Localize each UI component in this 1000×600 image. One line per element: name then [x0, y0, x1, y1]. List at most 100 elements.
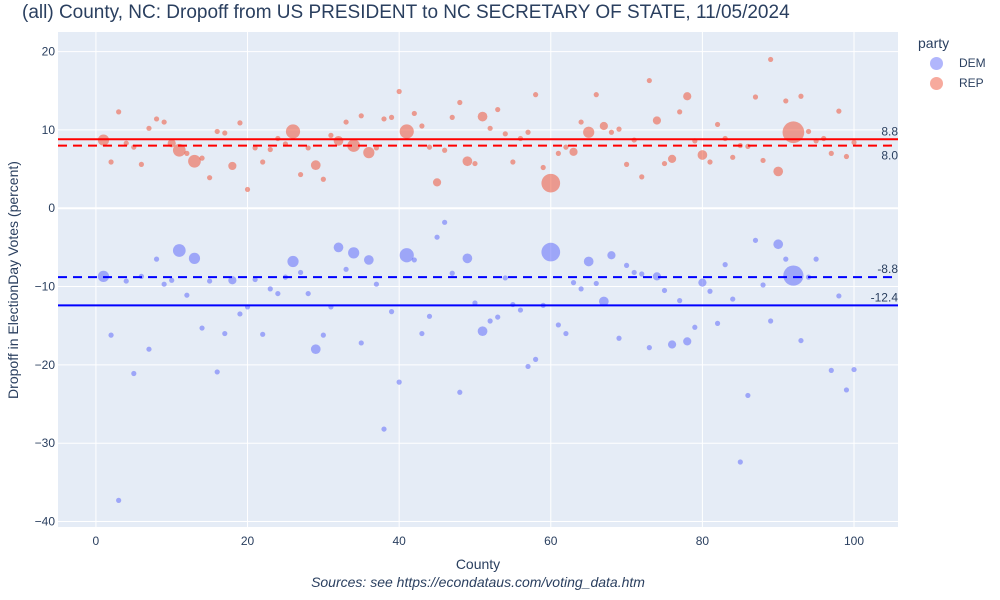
rep-point[interactable]	[228, 161, 237, 171]
dem-point[interactable]	[116, 497, 122, 503]
dem-point[interactable]	[623, 262, 630, 269]
rep-point[interactable]	[305, 145, 311, 151]
dem-point[interactable]	[310, 344, 321, 355]
dem-point[interactable]	[267, 286, 273, 292]
rep-point[interactable]	[677, 109, 683, 115]
rep-point[interactable]	[108, 159, 114, 165]
rep-point[interactable]	[153, 116, 160, 122]
rep-point[interactable]	[381, 116, 387, 122]
dem-point[interactable]	[495, 314, 501, 320]
rep-point[interactable]	[426, 144, 433, 150]
rep-point[interactable]	[462, 156, 473, 167]
dem-point[interactable]	[563, 330, 569, 337]
dem-point[interactable]	[222, 330, 228, 337]
rep-point[interactable]	[828, 150, 834, 157]
rep-point[interactable]	[502, 131, 508, 137]
dem-point[interactable]	[583, 256, 594, 267]
rep-point[interactable]	[363, 147, 375, 159]
rep-point[interactable]	[161, 119, 167, 125]
dem-point[interactable]	[661, 287, 668, 294]
rep-point[interactable]	[172, 143, 186, 157]
rep-point[interactable]	[563, 144, 569, 150]
dem-point[interactable]	[188, 252, 201, 264]
rep-point[interactable]	[184, 150, 190, 157]
dem-point[interactable]	[616, 335, 622, 341]
rep-point[interactable]	[760, 157, 766, 164]
dem-point[interactable]	[373, 281, 380, 287]
legend-item-dem[interactable]: DEM	[930, 56, 986, 70]
dem-point[interactable]	[607, 251, 616, 260]
dem-point[interactable]	[457, 389, 463, 395]
rep-point[interactable]	[540, 164, 546, 171]
rep-point[interactable]	[583, 126, 595, 138]
rep-point[interactable]	[297, 171, 304, 178]
dem-point[interactable]	[411, 257, 417, 263]
dem-point[interactable]	[502, 275, 508, 281]
rep-point[interactable]	[714, 121, 721, 128]
dem-point[interactable]	[828, 367, 834, 373]
dem-point[interactable]	[358, 340, 364, 346]
dem-point[interactable]	[593, 280, 599, 287]
rep-point[interactable]	[667, 154, 677, 163]
dem-point[interactable]	[123, 278, 129, 284]
rep-point[interactable]	[222, 130, 228, 136]
dem-point[interactable]	[442, 219, 448, 225]
rep-point[interactable]	[798, 93, 804, 99]
rep-point[interactable]	[244, 186, 251, 193]
rep-point[interactable]	[661, 160, 668, 167]
rep-point[interactable]	[411, 110, 417, 117]
rep-point[interactable]	[487, 125, 493, 131]
dem-point[interactable]	[343, 266, 349, 272]
dem-point[interactable]	[161, 281, 167, 287]
dem-point[interactable]	[426, 313, 433, 319]
dem-point[interactable]	[108, 332, 114, 338]
rep-point[interactable]	[510, 159, 516, 165]
dem-point[interactable]	[252, 276, 258, 283]
dem-point[interactable]	[798, 337, 804, 344]
dem-point[interactable]	[184, 292, 190, 298]
dem-point[interactable]	[768, 318, 774, 324]
dem-point[interactable]	[477, 326, 488, 337]
dem-point[interactable]	[698, 278, 707, 287]
dem-point[interactable]	[631, 269, 637, 276]
dem-point[interactable]	[843, 387, 850, 393]
rep-point[interactable]	[457, 99, 463, 106]
rep-point[interactable]	[442, 147, 448, 153]
rep-point[interactable]	[843, 153, 850, 160]
rep-point[interactable]	[138, 161, 144, 167]
rep-point[interactable]	[116, 109, 122, 115]
rep-point[interactable]	[214, 128, 220, 135]
dem-point[interactable]	[207, 278, 213, 284]
dem-point[interactable]	[462, 253, 473, 264]
dem-point[interactable]	[737, 459, 743, 465]
dem-point[interactable]	[146, 346, 152, 352]
dem-point[interactable]	[260, 331, 266, 337]
rep-point[interactable]	[599, 121, 608, 131]
rep-point[interactable]	[396, 88, 402, 95]
dem-point[interactable]	[692, 324, 698, 330]
dem-point[interactable]	[714, 320, 721, 326]
dem-point[interactable]	[598, 296, 609, 307]
rep-point[interactable]	[358, 113, 364, 119]
rep-point[interactable]	[623, 161, 630, 167]
dem-point[interactable]	[381, 426, 387, 432]
rep-point[interactable]	[472, 160, 478, 167]
rep-point[interactable]	[851, 139, 857, 146]
rep-point[interactable]	[836, 108, 842, 114]
dem-point[interactable]	[434, 234, 440, 240]
dem-point[interactable]	[363, 255, 374, 265]
rep-point[interactable]	[525, 129, 531, 135]
rep-point[interactable]	[320, 176, 326, 182]
rep-point[interactable]	[267, 146, 273, 153]
dem-point[interactable]	[646, 345, 652, 351]
dem-point[interactable]	[555, 322, 561, 328]
rep-point[interactable]	[199, 155, 205, 161]
legend-item-rep[interactable]: REP	[930, 76, 984, 90]
dem-point[interactable]	[667, 340, 677, 349]
dem-point[interactable]	[487, 318, 493, 324]
dem-point[interactable]	[320, 332, 326, 338]
dem-point[interactable]	[237, 311, 243, 317]
rep-point[interactable]	[285, 124, 301, 139]
rep-point[interactable]	[683, 92, 692, 101]
rep-point[interactable]	[593, 92, 599, 98]
